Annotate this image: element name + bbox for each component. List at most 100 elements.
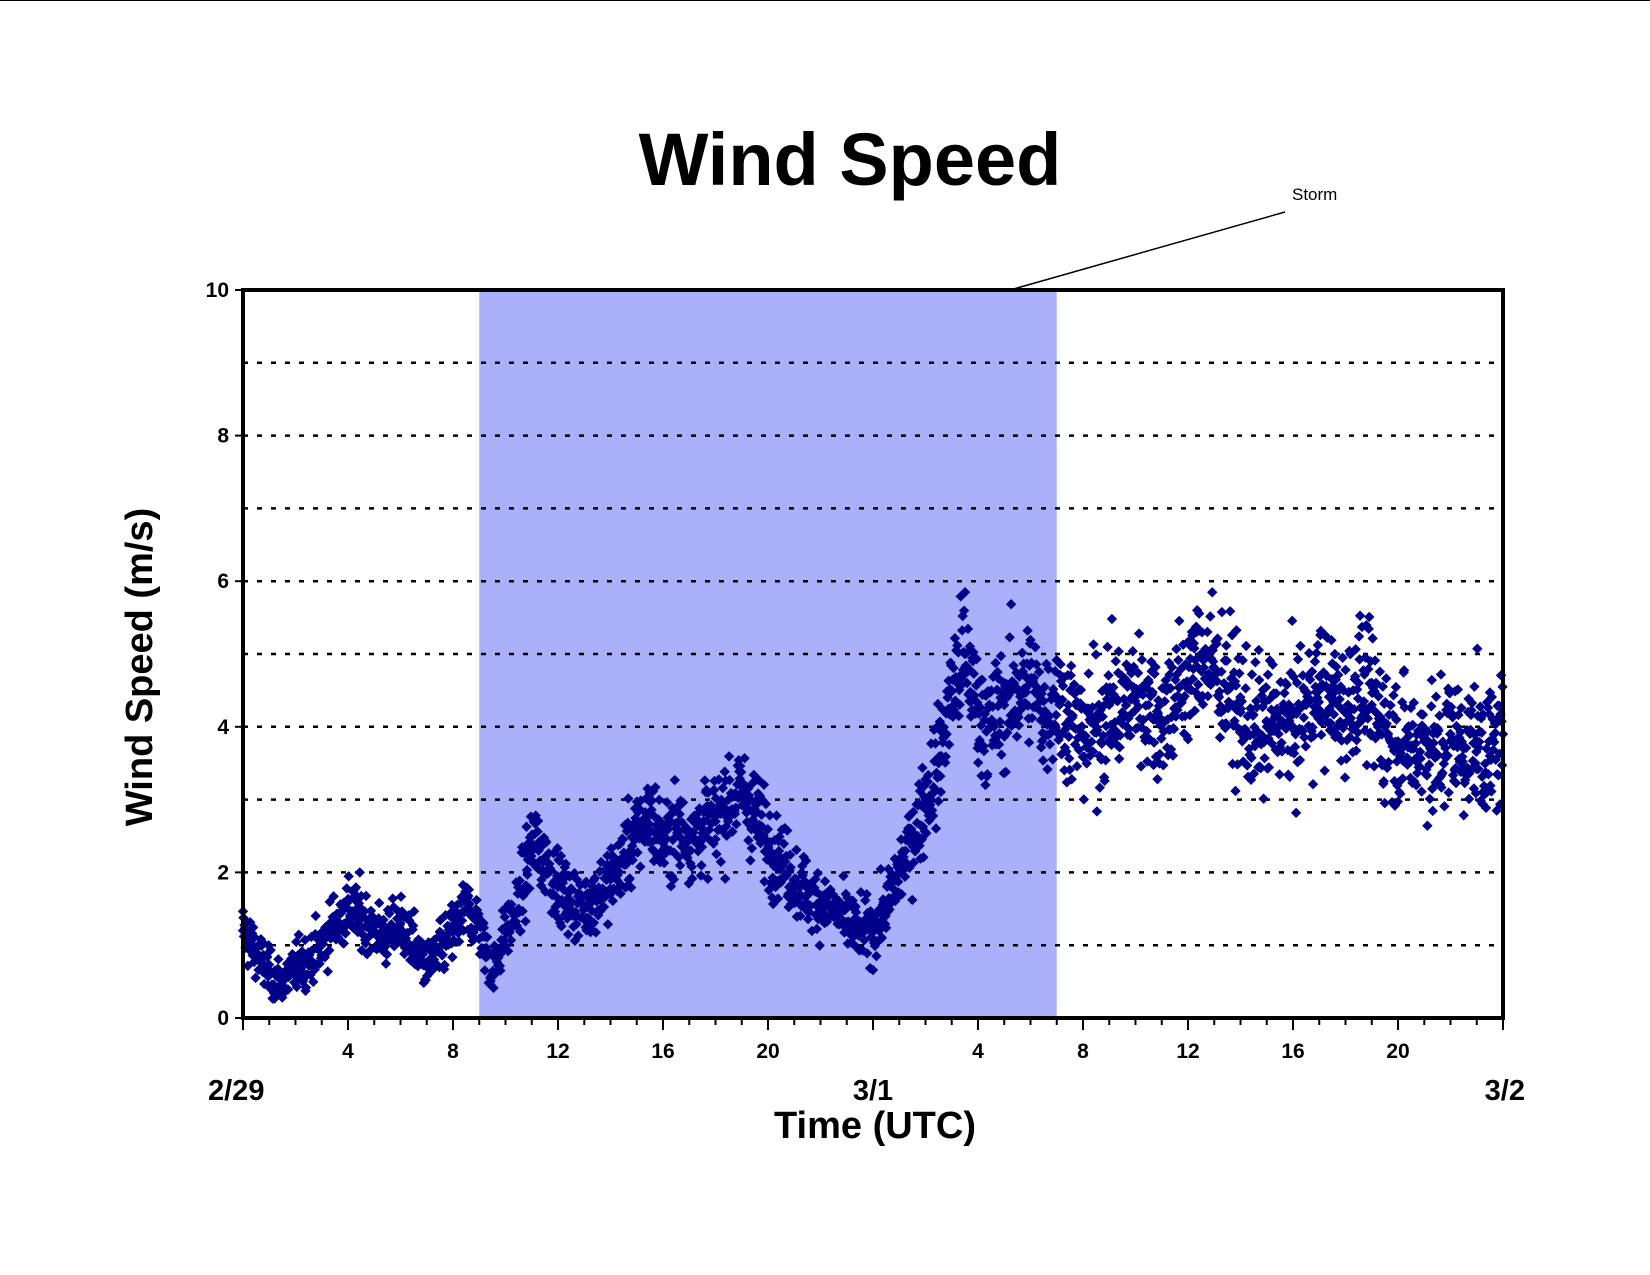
data-point xyxy=(1207,587,1218,598)
data-point xyxy=(340,927,351,939)
data-point xyxy=(436,940,447,951)
data-point xyxy=(926,794,937,806)
data-point xyxy=(1267,659,1279,670)
data-point xyxy=(593,910,604,921)
data-point xyxy=(817,906,828,918)
data-point xyxy=(350,882,362,893)
data-point xyxy=(1340,664,1351,676)
data-point xyxy=(1322,683,1333,694)
data-point xyxy=(1002,727,1013,738)
data-point xyxy=(730,802,742,813)
data-point xyxy=(402,937,413,948)
data-point xyxy=(1140,700,1152,711)
data-point xyxy=(1351,684,1363,695)
data-point xyxy=(1221,655,1232,666)
data-point xyxy=(702,873,713,884)
data-point xyxy=(1043,663,1054,675)
data-point xyxy=(1493,769,1504,781)
data-point xyxy=(938,722,949,733)
data-point xyxy=(927,810,939,822)
data-point xyxy=(911,817,923,829)
data-point xyxy=(473,908,484,920)
data-point xyxy=(549,878,560,890)
data-point xyxy=(888,884,900,895)
data-point xyxy=(1266,704,1277,715)
data-point xyxy=(748,769,759,781)
data-point xyxy=(1240,640,1252,652)
data-point xyxy=(743,835,754,846)
data-point xyxy=(1337,652,1348,663)
data-point xyxy=(1197,699,1209,710)
data-point xyxy=(1398,665,1410,676)
data-point xyxy=(1382,728,1394,740)
data-point xyxy=(1053,734,1064,746)
data-point xyxy=(641,812,653,823)
data-point xyxy=(1152,773,1163,785)
data-point xyxy=(756,809,767,820)
data-point xyxy=(984,699,995,710)
data-point xyxy=(1020,687,1032,698)
data-point xyxy=(1158,726,1169,737)
data-point xyxy=(980,690,992,701)
data-point xyxy=(1256,690,1267,701)
data-point xyxy=(950,695,961,706)
data-point xyxy=(1321,632,1333,643)
data-point xyxy=(1399,702,1410,713)
data-point xyxy=(1409,776,1420,787)
data-point xyxy=(1144,734,1155,745)
data-point xyxy=(1051,654,1062,666)
data-point xyxy=(1261,717,1273,728)
data-point xyxy=(330,929,341,940)
data-point xyxy=(669,847,680,859)
data-point xyxy=(256,957,268,968)
data-point xyxy=(1286,615,1298,627)
data-point xyxy=(660,848,671,859)
data-point xyxy=(1218,704,1229,716)
data-point xyxy=(923,769,934,781)
data-point xyxy=(1050,709,1062,721)
data-point xyxy=(1246,669,1258,680)
data-point xyxy=(813,913,824,925)
data-point xyxy=(1350,644,1361,655)
data-point xyxy=(1097,711,1108,722)
data-point xyxy=(802,913,814,925)
data-point xyxy=(562,929,574,940)
data-point xyxy=(1075,698,1086,709)
data-point xyxy=(1113,646,1124,657)
data-point xyxy=(1335,755,1347,766)
data-point xyxy=(1353,631,1365,642)
data-point xyxy=(1400,724,1412,736)
data-point xyxy=(982,769,993,780)
data-point xyxy=(1034,666,1045,678)
data-point xyxy=(1288,748,1300,759)
data-point xyxy=(948,662,959,674)
data-point xyxy=(476,942,487,954)
data-point xyxy=(1112,695,1123,707)
data-point xyxy=(1160,675,1171,686)
data-point xyxy=(1057,694,1068,706)
data-point xyxy=(691,813,702,825)
data-point xyxy=(991,732,1002,743)
data-point xyxy=(1390,681,1402,693)
data-point xyxy=(445,907,457,918)
data-point xyxy=(642,783,653,794)
data-point xyxy=(384,908,395,919)
data-point xyxy=(1284,771,1295,782)
data-point xyxy=(526,850,537,862)
data-point xyxy=(784,849,796,861)
data-point xyxy=(1167,750,1179,761)
data-point xyxy=(1370,733,1381,744)
data-point xyxy=(1482,702,1494,713)
data-point xyxy=(1274,769,1285,780)
data-point xyxy=(1478,780,1490,792)
data-point xyxy=(811,923,822,935)
data-point xyxy=(1378,776,1389,787)
data-point xyxy=(1254,674,1265,686)
x-day-tick-label: 3/1 xyxy=(853,1075,893,1107)
data-point xyxy=(797,870,808,881)
x-hour-tick-label: 20 xyxy=(1386,1040,1409,1063)
data-point xyxy=(1135,761,1147,772)
data-point xyxy=(770,881,781,893)
data-point xyxy=(896,889,907,900)
data-point xyxy=(1271,688,1282,699)
